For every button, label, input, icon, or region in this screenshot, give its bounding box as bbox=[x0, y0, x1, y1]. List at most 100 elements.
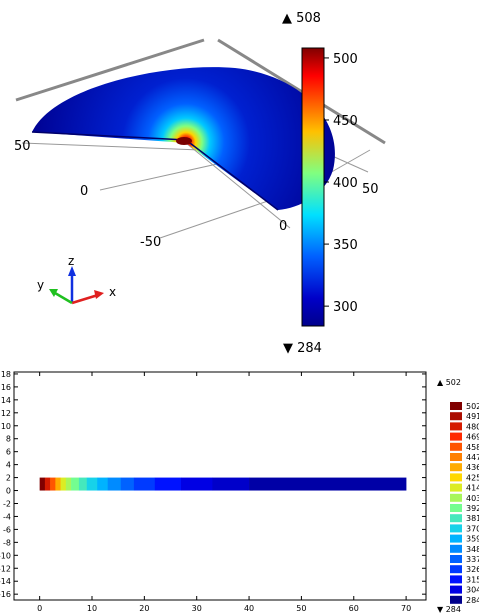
y-tick-label: 6 bbox=[6, 448, 11, 457]
y-tick-label: -12 bbox=[0, 564, 11, 573]
y-tick-label: -8 bbox=[3, 538, 11, 547]
strip-segment bbox=[44, 477, 51, 491]
axis-label-right-0: 0 bbox=[279, 219, 287, 234]
legend-swatch bbox=[450, 453, 462, 461]
axis-label-right-50: 50 bbox=[362, 182, 379, 197]
y-tick-label: 12 bbox=[1, 409, 11, 418]
legend-swatch bbox=[450, 412, 462, 421]
legend-label: 458 bbox=[466, 443, 479, 452]
top-colorbar-min-label: ▼ 284 bbox=[283, 341, 322, 356]
legend-swatch bbox=[450, 493, 462, 502]
legend-swatch bbox=[450, 402, 462, 410]
strip-segment bbox=[39, 477, 46, 491]
triad-x-label: x bbox=[109, 285, 116, 299]
legend-swatch bbox=[450, 555, 462, 563]
x-tick-label: 50 bbox=[296, 604, 306, 613]
legend-label: 326 bbox=[466, 565, 479, 574]
strip-segment bbox=[55, 477, 61, 491]
legend-label: 337 bbox=[466, 555, 479, 564]
legend-label: 425 bbox=[466, 473, 479, 482]
y-tick-label: -16 bbox=[0, 590, 11, 599]
legend-label: 502 bbox=[466, 402, 479, 411]
y-tick-label: 10 bbox=[1, 422, 11, 431]
strip-segment bbox=[78, 477, 88, 491]
axis-label-left-50: 50 bbox=[14, 139, 31, 154]
y-tick-label: -6 bbox=[3, 525, 11, 534]
x-tick-label: 40 bbox=[244, 604, 254, 613]
bottom-legend-max-label: ▲ 502 bbox=[437, 378, 461, 387]
x-tick-label: 0 bbox=[37, 604, 42, 613]
y-tick-label: 18 bbox=[1, 370, 11, 379]
triad-z-label: z bbox=[68, 254, 74, 268]
top-3d-view: 50 0 -50 0 50 z x y 500 450 400 350 300 ▲ 50… bbox=[14, 11, 386, 356]
strip-segment bbox=[249, 477, 407, 491]
legend-label: 480 bbox=[466, 422, 479, 431]
top-colorbar-gradient bbox=[301, 47, 325, 327]
top-colorbar-tick-label: 450 bbox=[333, 114, 358, 129]
strip-segment bbox=[50, 477, 56, 491]
legend-swatch bbox=[450, 422, 462, 431]
hotspot bbox=[176, 137, 192, 145]
legend-swatch bbox=[450, 544, 462, 553]
legend-swatch bbox=[450, 463, 462, 472]
y-tick-label: 0 bbox=[6, 487, 11, 496]
triad-y-label: y bbox=[37, 278, 44, 292]
strip-segment bbox=[154, 477, 182, 491]
strip-segment bbox=[97, 477, 109, 491]
top-colorbar-tick-label: 400 bbox=[333, 176, 358, 191]
legend-label: 304 bbox=[466, 586, 479, 595]
top-colorbar-tick-label: 350 bbox=[333, 238, 358, 253]
legend-swatch bbox=[450, 524, 462, 533]
legend-label: 348 bbox=[466, 545, 479, 554]
y-tick-label: -4 bbox=[3, 512, 11, 521]
legend-swatch bbox=[450, 534, 462, 543]
strip-segment bbox=[60, 477, 67, 491]
legend-swatch bbox=[450, 565, 462, 574]
y-tick-label: 8 bbox=[6, 435, 11, 444]
x-tick-label: 20 bbox=[139, 604, 149, 613]
legend-label: 436 bbox=[466, 463, 479, 472]
top-colorbar-tick-label: 300 bbox=[333, 300, 358, 315]
strip-segment bbox=[212, 477, 250, 491]
legend-label: 491 bbox=[466, 412, 479, 421]
legend-label: 469 bbox=[466, 433, 479, 442]
legend-label: 381 bbox=[466, 514, 479, 523]
y-tick-label: -2 bbox=[3, 499, 11, 508]
legend-swatch bbox=[450, 473, 462, 482]
legend-swatch bbox=[450, 504, 462, 512]
x-tick-label: 70 bbox=[401, 604, 411, 613]
legend-label: 414 bbox=[466, 484, 479, 493]
legend-label: 403 bbox=[466, 494, 479, 503]
legend-swatch bbox=[450, 483, 462, 492]
legend-swatch bbox=[450, 432, 462, 441]
legend-label: 370 bbox=[466, 524, 479, 533]
strip-segment bbox=[65, 477, 72, 491]
axis-triad: z x y bbox=[37, 254, 116, 305]
legend-swatch bbox=[450, 585, 462, 594]
legend-label: 359 bbox=[466, 535, 479, 544]
legend-swatch bbox=[450, 514, 462, 523]
strip-segment bbox=[180, 477, 213, 491]
strip-segment bbox=[71, 477, 80, 491]
legend-label: 284 bbox=[466, 596, 479, 605]
top-colorbar-tick-label: 500 bbox=[333, 52, 358, 67]
strip-segment bbox=[86, 477, 98, 491]
x-tick-label: 60 bbox=[349, 604, 359, 613]
y-tick-label: -14 bbox=[0, 577, 11, 586]
strip-segment bbox=[107, 477, 122, 491]
axis-label-neg-50: -50 bbox=[140, 235, 161, 250]
x-tick-label: 30 bbox=[192, 604, 202, 613]
y-tick-label: 16 bbox=[1, 383, 11, 392]
grid-lines-3d bbox=[15, 38, 386, 239]
y-tick-label: 14 bbox=[1, 396, 11, 405]
legend-label: 392 bbox=[466, 504, 479, 513]
top-colorbar-max-label: ▲ 508 bbox=[282, 11, 321, 26]
x-tick-label: 10 bbox=[87, 604, 97, 613]
legend-swatch bbox=[450, 575, 462, 584]
strip-segment bbox=[133, 477, 156, 491]
y-tick-label: 4 bbox=[6, 461, 11, 470]
strip-segment bbox=[120, 477, 135, 491]
